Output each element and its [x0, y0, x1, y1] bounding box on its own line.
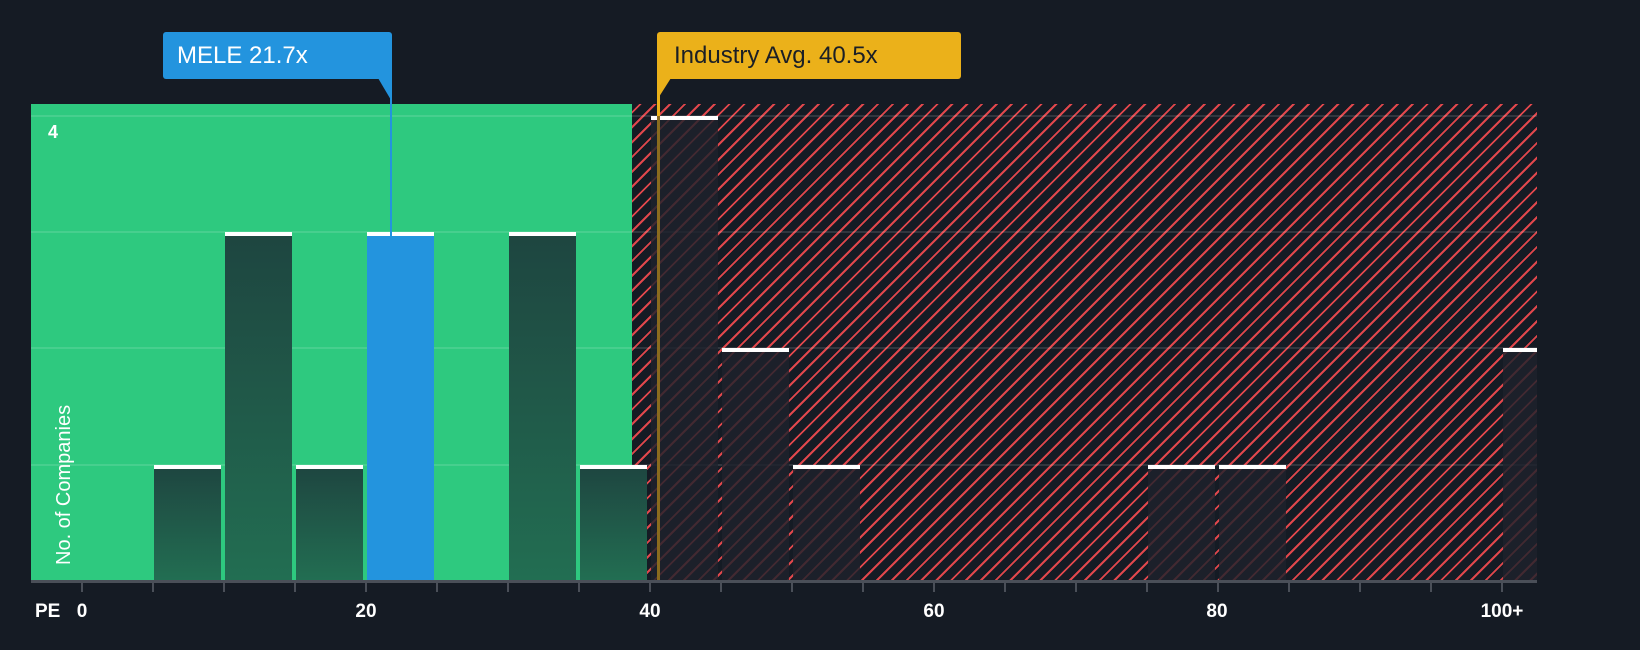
x-tick-mark: [81, 583, 83, 592]
mele-marker-line: [390, 66, 392, 236]
mele-callout: MELE 21.7x: [163, 32, 392, 79]
x-tick-mark: [862, 583, 864, 592]
x-tick-label-60: 60: [923, 601, 945, 622]
x-tick-mark: [1004, 583, 1006, 592]
x-tick-mark: [933, 583, 935, 592]
bar-top-cap: [580, 464, 647, 469]
gridline-4: [31, 115, 1537, 117]
bar-top-cap: [793, 464, 860, 469]
x-tick-mark: [1359, 583, 1361, 592]
industry-callout-pointer: [657, 78, 671, 100]
histogram-bar-45-50: [722, 348, 789, 581]
industry-avg-marker-line: [657, 66, 660, 581]
x-tick-mark: [1146, 583, 1148, 592]
x-tick-mark: [1430, 583, 1432, 592]
x-tick-mark: [365, 583, 367, 592]
bar-top-cap: [722, 348, 789, 353]
x-tick-mark: [1501, 583, 1503, 592]
x-tick-mark: [1075, 583, 1077, 592]
x-tick-label-0: 0: [76, 601, 88, 622]
x-tick-label-100plus: 100+: [1480, 601, 1524, 622]
histogram-bar-5-10: [154, 464, 221, 581]
mele-callout-pointer: [378, 78, 391, 100]
histogram-bar-50-55: [793, 464, 860, 581]
bar-top-cap: [367, 232, 434, 237]
x-tick-mark: [436, 583, 438, 592]
histogram-bar-10-15: [225, 232, 292, 581]
histogram-bar-100+: [1503, 348, 1537, 581]
x-tick-mark: [1288, 583, 1290, 592]
chart-plot-area: [31, 104, 1537, 581]
x-tick-label-20: 20: [355, 601, 377, 622]
bar-top-cap: [296, 464, 363, 469]
x-tick-mark: [294, 583, 296, 592]
bar-top-cap: [1219, 464, 1286, 469]
industry-avg-callout: Industry Avg. 40.5x: [657, 32, 961, 79]
histogram-bar-35-40: [580, 464, 647, 581]
x-axis-line: [31, 580, 1537, 583]
histogram-bar-20-25: [367, 232, 434, 581]
bar-top-cap: [1148, 464, 1215, 469]
x-tick-mark: [1217, 583, 1219, 592]
gridline-3: [31, 231, 1537, 233]
x-tick-label-80: 80: [1206, 601, 1228, 622]
bar-top-cap: [651, 115, 718, 120]
x-tick-mark: [152, 583, 154, 592]
histogram-bar-80-85: [1219, 464, 1286, 581]
histogram-bar-15-20: [296, 464, 363, 581]
bar-top-cap: [509, 232, 576, 237]
x-tick-mark: [578, 583, 580, 592]
x-axis-title: PE: [35, 601, 61, 622]
bar-top-cap: [154, 464, 221, 469]
bar-top-cap: [225, 232, 292, 237]
x-tick-mark: [223, 583, 225, 592]
x-tick-mark: [649, 583, 651, 592]
y-axis-max-label: 4: [48, 122, 59, 142]
gridline-2: [31, 347, 1537, 349]
histogram-bar-30-35: [509, 232, 576, 581]
x-tick-mark: [791, 583, 793, 592]
x-tick-mark: [720, 583, 722, 592]
x-tick-mark: [507, 583, 509, 592]
histogram-bar-75-80: [1148, 464, 1215, 581]
histogram-bar-40-45: [651, 115, 718, 581]
overvalued-zone: [632, 104, 1537, 581]
x-tick-label-40: 40: [639, 601, 661, 622]
y-axis-title: No. of Companies: [53, 404, 75, 565]
bar-top-cap: [1503, 348, 1537, 353]
